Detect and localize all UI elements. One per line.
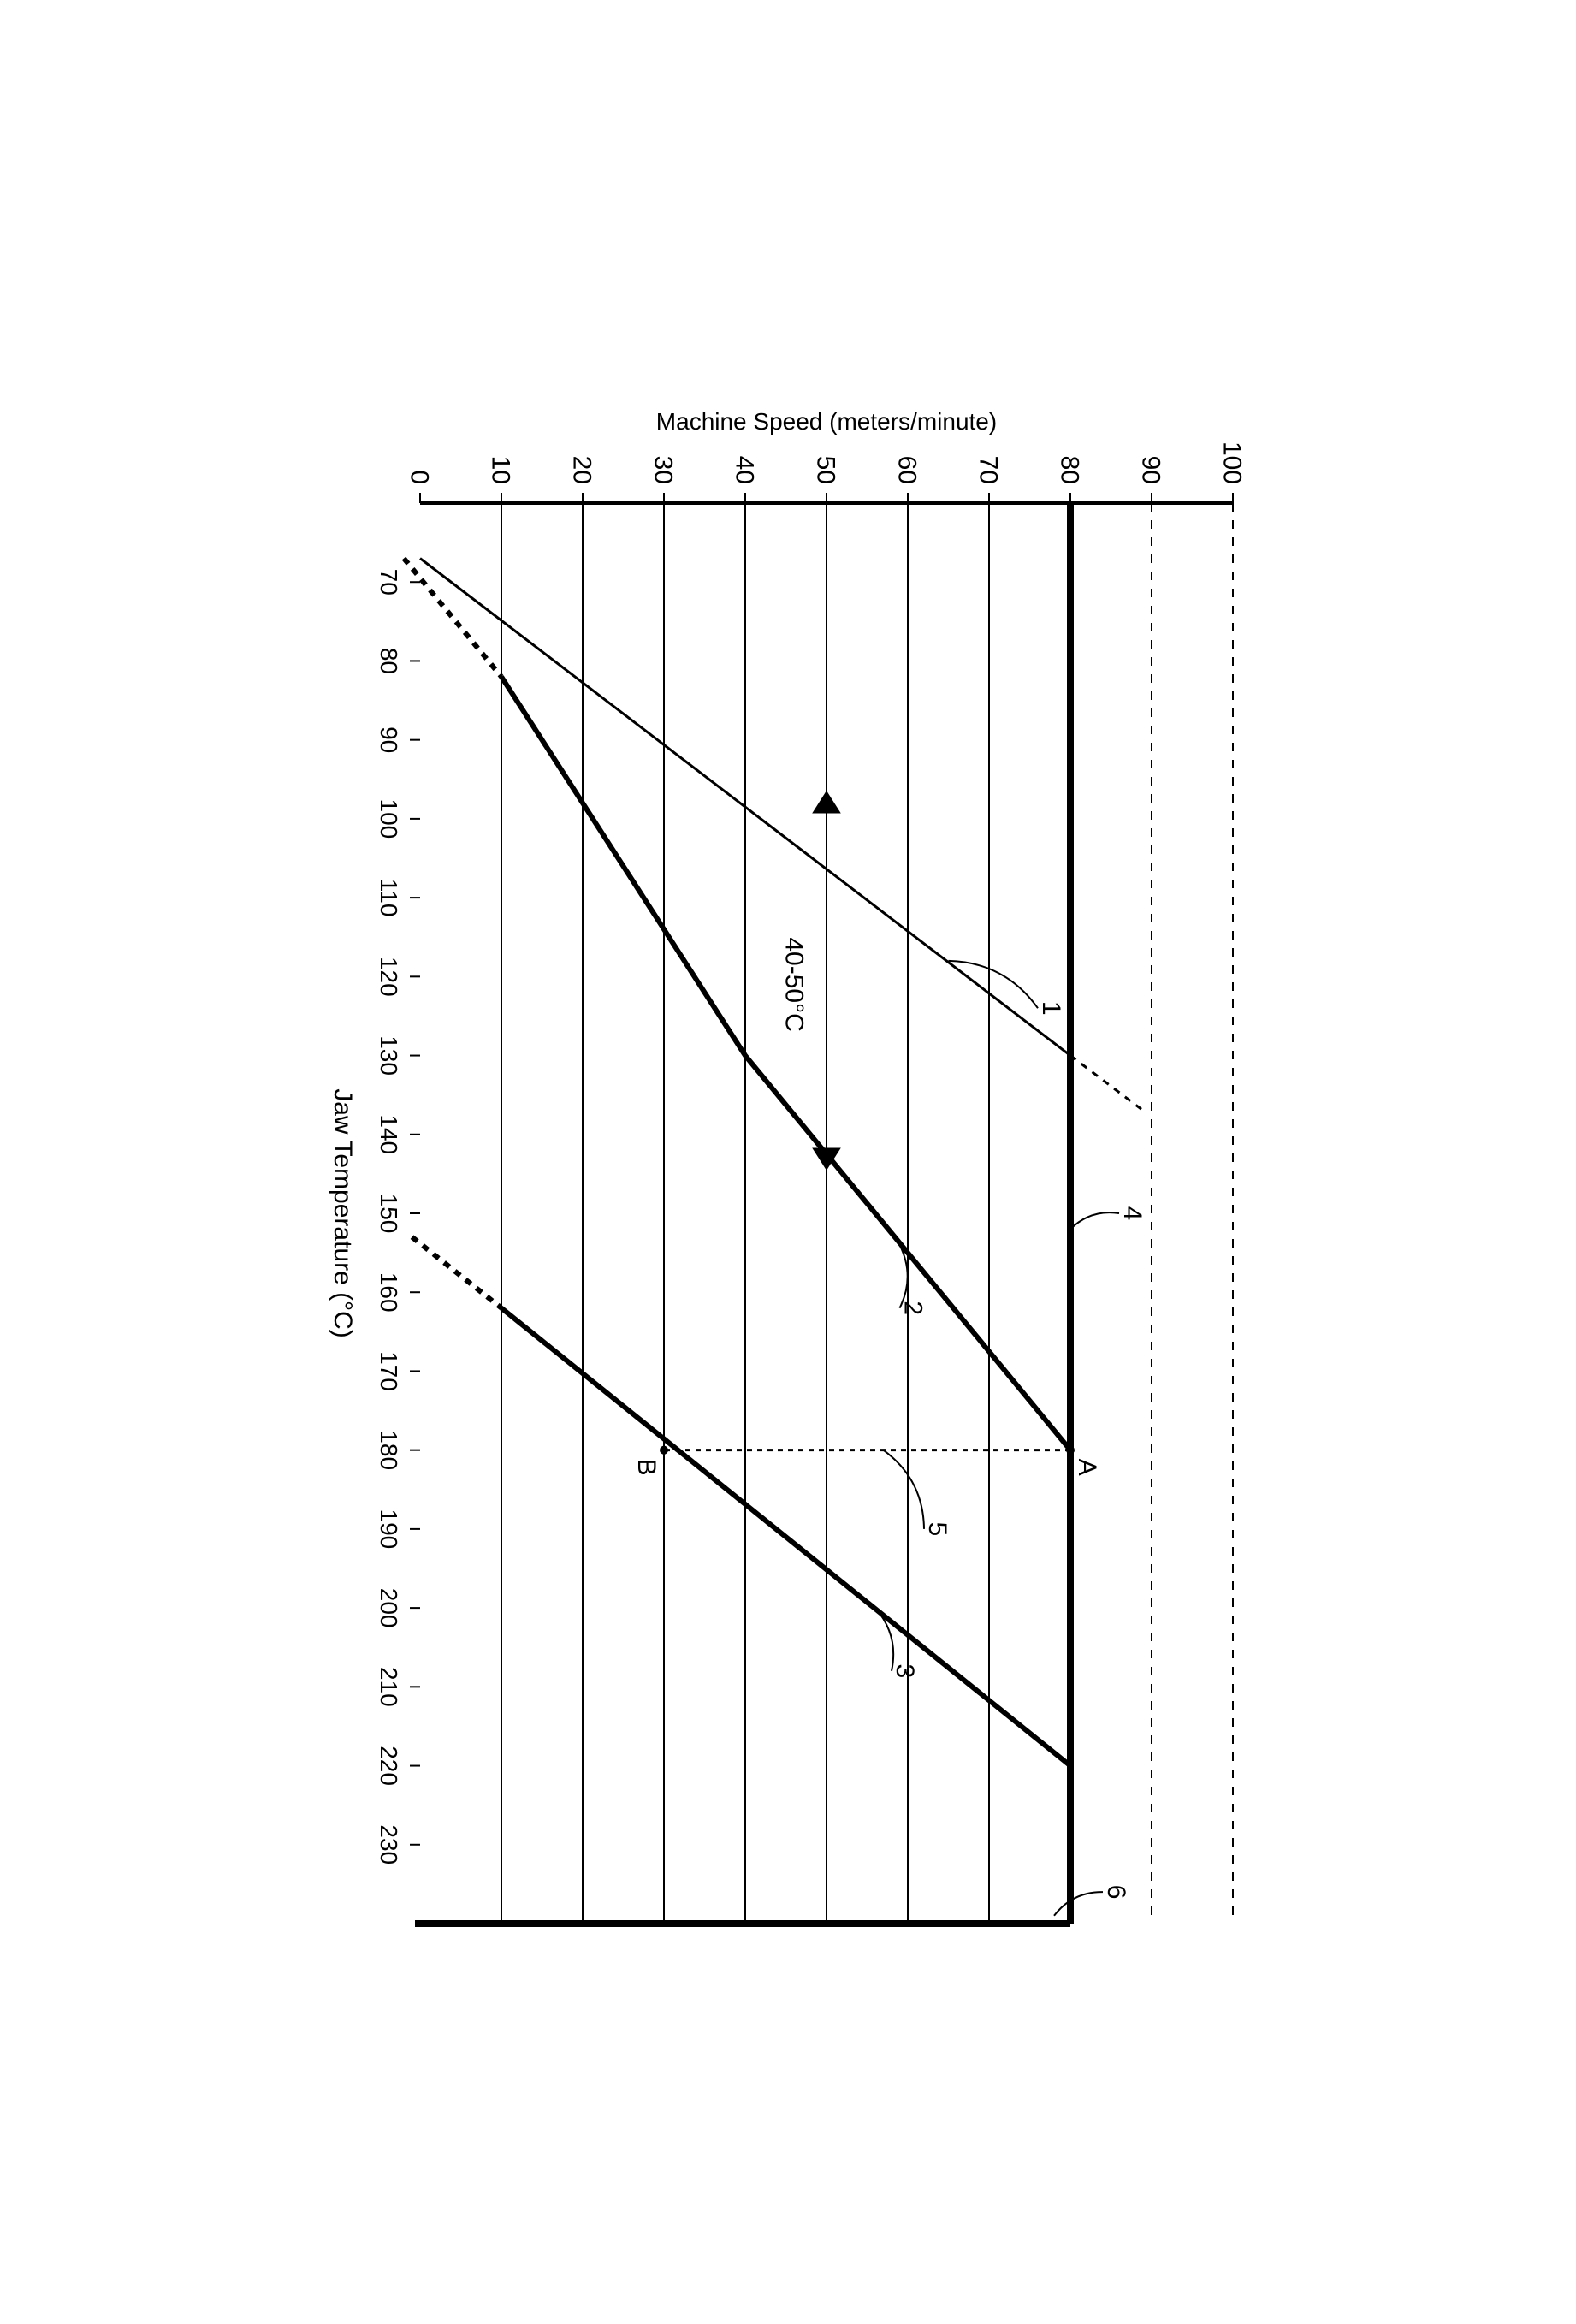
x-tick-label: 140 xyxy=(376,1114,402,1154)
x-axis-label: Jaw Temperature (°C) xyxy=(329,1088,357,1338)
point-B xyxy=(660,1446,668,1455)
y-tick-label: 100 xyxy=(1218,442,1247,484)
y-tick-label: 60 xyxy=(893,456,921,484)
y-tick-label: 20 xyxy=(568,456,596,484)
point-label-A: A xyxy=(1073,1459,1101,1476)
annotation: 40-50°C xyxy=(780,937,809,1031)
x-tick-label: 120 xyxy=(376,957,402,997)
y-tick-label: 50 xyxy=(812,456,840,484)
x-tick-label: 130 xyxy=(376,1035,402,1076)
point-label-B: B xyxy=(632,1459,661,1476)
x-tick-label: 150 xyxy=(376,1194,402,1234)
callout-line-4: 4 xyxy=(1118,1206,1146,1221)
callout-line-2: 2 xyxy=(899,1301,927,1315)
x-tick-label: 180 xyxy=(376,1430,402,1470)
y-tick-label: 30 xyxy=(649,456,678,484)
x-tick-label: 170 xyxy=(376,1351,402,1391)
x-tick-label: 110 xyxy=(376,879,402,917)
x-tick-label: 90 xyxy=(376,726,402,753)
y-tick-label: 90 xyxy=(1137,456,1165,484)
y-tick-label: 0 xyxy=(406,470,434,484)
x-tick-label: 160 xyxy=(376,1272,402,1313)
x-tick-label: 230 xyxy=(376,1824,402,1865)
x-tick-label: 190 xyxy=(376,1509,402,1550)
callout-line-5: 5 xyxy=(923,1522,951,1537)
x-tick-label: 80 xyxy=(376,648,402,674)
y-tick-label: 40 xyxy=(731,456,759,484)
figure-svg: 7080901001101201301401501601701801902002… xyxy=(0,0,1576,2324)
callout-line-3: 3 xyxy=(891,1664,919,1679)
x-tick-label: 200 xyxy=(376,1588,402,1628)
y-tick-label: 70 xyxy=(975,456,1003,484)
figure-container: 7080901001101201301401501601701801902002… xyxy=(0,0,1576,2324)
x-tick-label: 210 xyxy=(376,1667,402,1707)
x-tick-label: 220 xyxy=(376,1746,402,1786)
x-tick-label: 70 xyxy=(376,569,402,596)
callout-line-1: 1 xyxy=(1037,1001,1065,1016)
y-tick-label: 80 xyxy=(1056,456,1084,484)
y-tick-label: 10 xyxy=(487,456,515,484)
point-A xyxy=(1066,1446,1075,1455)
y-axis-label: Machine Speed (meters/minute) xyxy=(656,408,997,435)
callout-line-6: 6 xyxy=(1102,1885,1130,1900)
x-tick-label: 100 xyxy=(376,799,402,839)
